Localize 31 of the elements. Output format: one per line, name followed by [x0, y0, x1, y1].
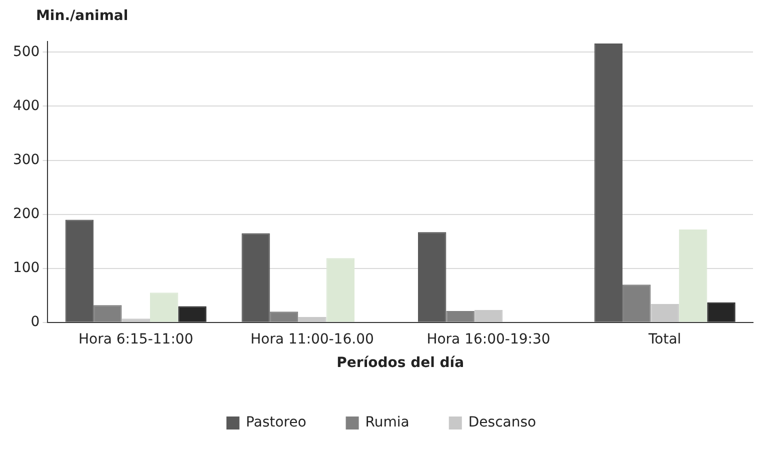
y-tick-label: 100: [12, 260, 40, 276]
bar: [270, 312, 298, 322]
x-tick-label: Total: [647, 331, 682, 348]
bar: [65, 220, 94, 322]
bar: [707, 302, 736, 322]
bar: [242, 233, 270, 322]
legend-label: Rumia: [365, 414, 410, 431]
bar: [678, 229, 708, 322]
bar: [474, 310, 503, 322]
y-tick-label: 400: [12, 98, 40, 114]
bar: [94, 305, 122, 322]
y-tick-label: 200: [12, 206, 40, 222]
x-tick-label: Hora 11:00-16.00: [250, 331, 374, 348]
y-tick-label: 300: [12, 152, 40, 168]
y-tick-label: 0: [30, 314, 40, 330]
bar: [178, 306, 206, 322]
bar: [622, 284, 651, 322]
bar: [326, 258, 355, 322]
legend-label: Pastoreo: [246, 414, 306, 431]
bar: [594, 44, 623, 322]
bar: [150, 292, 178, 322]
x-tick-label: Hora 6:15-11:00: [78, 331, 194, 348]
bar: [298, 316, 326, 322]
x-axis-title: Períodos del día: [336, 355, 464, 372]
y-tick-label: 500: [12, 44, 40, 60]
bar: [418, 232, 446, 322]
legend-label: Descanso: [468, 414, 536, 431]
y-axis-title: Min./animal: [36, 8, 128, 24]
bar: [446, 311, 474, 322]
x-tick-label: Hora 16:00-19:30: [426, 331, 550, 348]
bar: [650, 304, 679, 322]
